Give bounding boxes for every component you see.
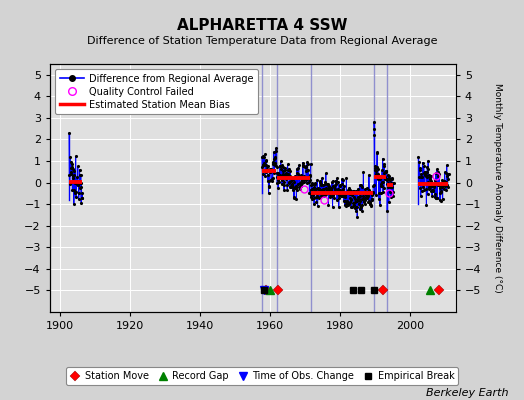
- Y-axis label: Monthly Temperature Anomaly Difference (°C): Monthly Temperature Anomaly Difference (…: [493, 83, 501, 293]
- Legend: Difference from Regional Average, Quality Control Failed, Estimated Station Mean: Difference from Regional Average, Qualit…: [54, 69, 258, 114]
- Text: Berkeley Earth: Berkeley Earth: [426, 388, 508, 398]
- Text: ALPHARETTA 4 SSW: ALPHARETTA 4 SSW: [177, 18, 347, 33]
- Legend: Station Move, Record Gap, Time of Obs. Change, Empirical Break: Station Move, Record Gap, Time of Obs. C…: [66, 367, 458, 385]
- Text: Difference of Station Temperature Data from Regional Average: Difference of Station Temperature Data f…: [87, 36, 437, 46]
